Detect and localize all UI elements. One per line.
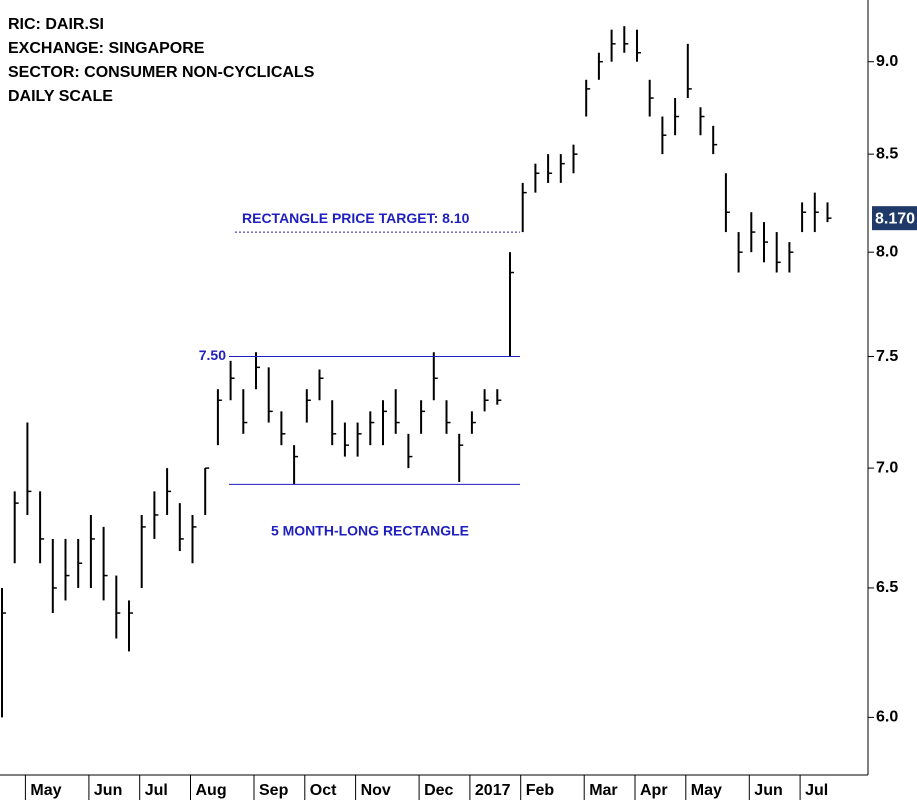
- x-tick-label: 2017: [475, 782, 511, 799]
- last-price-box: [872, 206, 917, 231]
- last-price-label: 8.170: [875, 210, 915, 227]
- header-line: RIC: DAIR.SI: [8, 16, 104, 33]
- y-tick-label: 7.5: [876, 348, 898, 365]
- x-tick-label: Jul: [805, 782, 828, 799]
- level-label: RECTANGLE PRICE TARGET: 8.10: [242, 210, 470, 226]
- x-tick-label: May: [691, 782, 722, 799]
- header-line: EXCHANGE: SINGAPORE: [8, 40, 205, 57]
- y-tick-label: 9.0: [876, 53, 898, 70]
- x-tick-label: Oct: [310, 782, 337, 799]
- rectangle-note: 5 MONTH-LONG RECTANGLE: [271, 523, 469, 539]
- x-tick-label: Dec: [424, 782, 453, 799]
- level-label: 7.50: [199, 347, 226, 363]
- x-tick-label: Aug: [196, 782, 227, 799]
- x-tick-label: May: [30, 782, 61, 799]
- x-tick-label: Apr: [640, 782, 668, 799]
- y-tick-label: 7.0: [876, 459, 898, 476]
- x-tick-label: Mar: [589, 782, 617, 799]
- x-tick-label: Sep: [259, 782, 289, 799]
- x-tick-label: Feb: [526, 782, 555, 799]
- header-line: DAILY SCALE: [8, 88, 113, 105]
- x-tick-label: Jun: [94, 782, 122, 799]
- y-tick-label: 6.5: [876, 579, 898, 596]
- y-tick-label: 8.0: [876, 243, 898, 260]
- x-tick-label: Jun: [754, 782, 782, 799]
- header-line: SECTOR: CONSUMER NON-CYCLICALS: [8, 64, 315, 81]
- x-tick-label: Jul: [145, 782, 168, 799]
- y-tick-label: 6.0: [876, 709, 898, 726]
- y-tick-label: 8.5: [876, 145, 898, 162]
- x-tick-label: Nov: [361, 782, 391, 799]
